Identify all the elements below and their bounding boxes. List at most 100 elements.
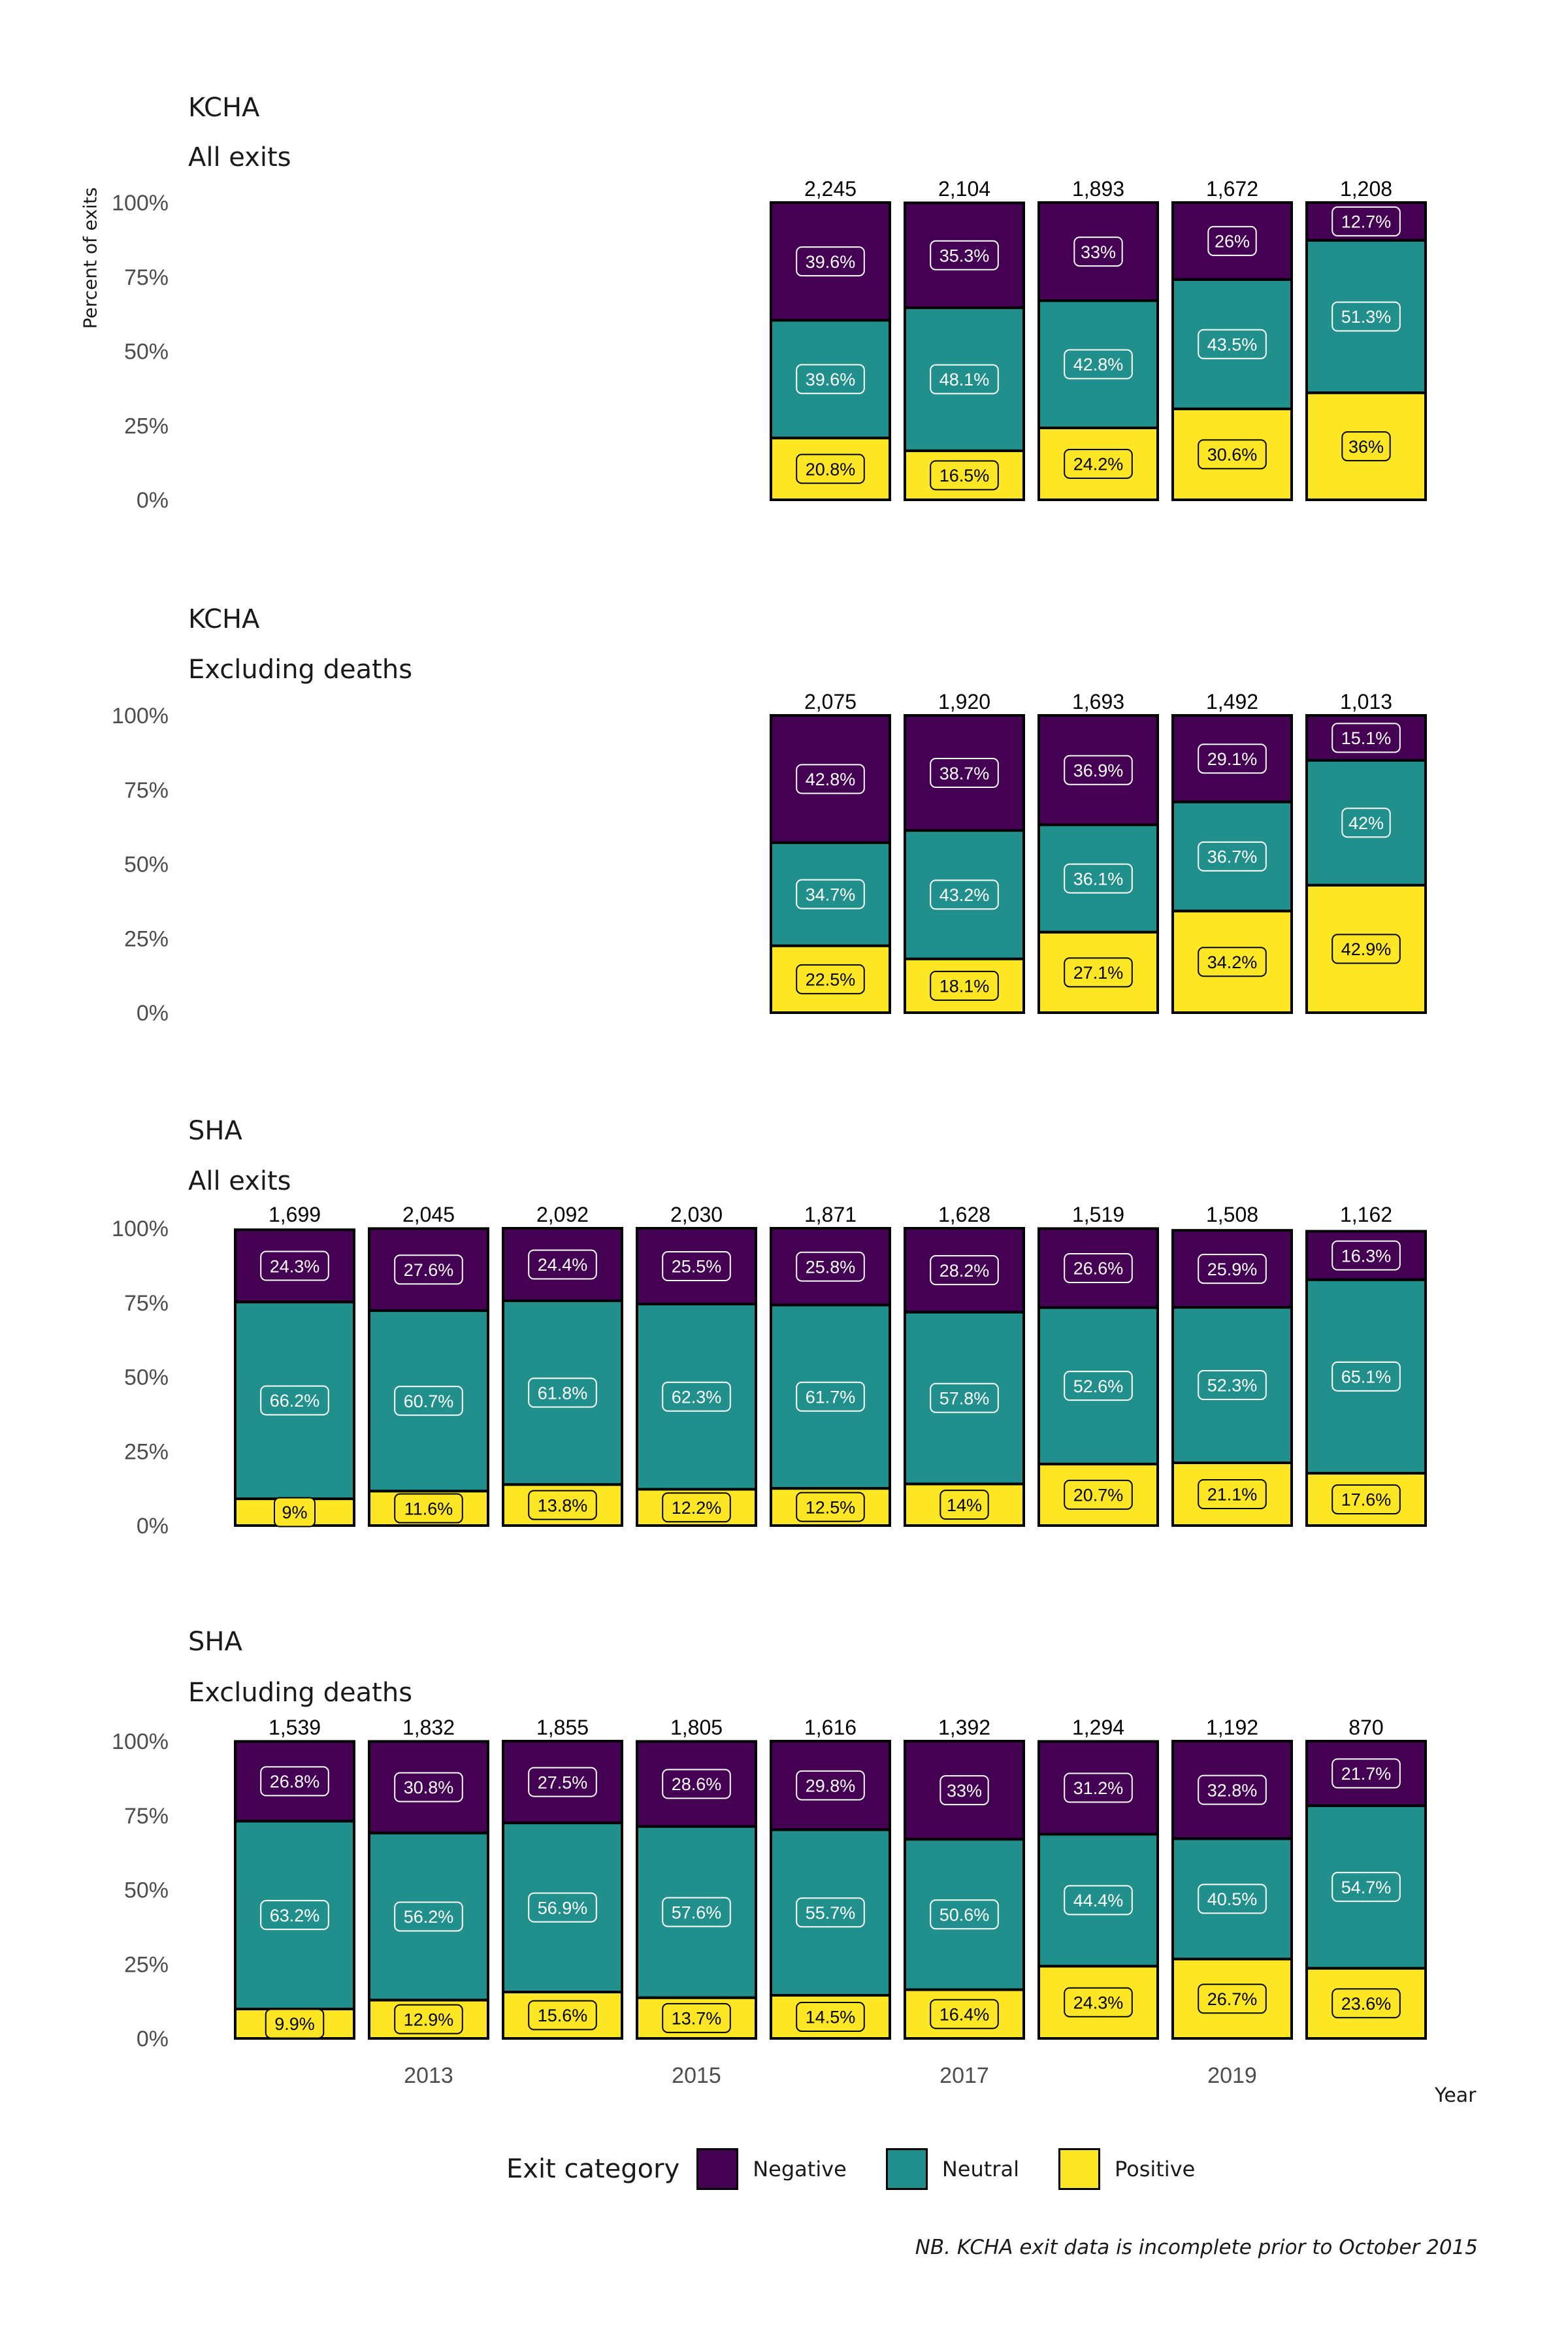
legend-title: Exit category bbox=[506, 2154, 680, 2184]
panel-4-label-2012-positive-box bbox=[265, 2008, 325, 2039]
panel-3-label-2012-positive: 9% bbox=[282, 1503, 307, 1522]
panel-4-label-2014-negative: 27.5% bbox=[538, 1772, 588, 1792]
panel-2-total-2018: 1,693 bbox=[1072, 690, 1124, 713]
panel-3-y-tick-75: 75% bbox=[124, 1291, 169, 1316]
panel-3-y-tick-50: 50% bbox=[124, 1365, 169, 1390]
panel-1-label-2020-positive: 36% bbox=[1348, 437, 1384, 457]
panel-2-label-2017-positive-box bbox=[930, 970, 999, 1001]
panel-3-label-2016-negative-box bbox=[796, 1251, 865, 1282]
panel-4-label-2017-neutral: 50.6% bbox=[939, 1905, 990, 1925]
panel-4-label-2012-neutral-box bbox=[260, 1900, 329, 1931]
x-tick-2015: 2015 bbox=[672, 2063, 721, 2088]
panel-3-label-2015-neutral: 62.3% bbox=[672, 1387, 722, 1407]
panel-3-label-2017-positive: 14% bbox=[947, 1495, 982, 1515]
panel-1-label-2020-positive-box bbox=[1341, 431, 1391, 462]
panel-3-total-2019: 1,508 bbox=[1206, 1203, 1258, 1226]
panel-2-label-2019-negative-box bbox=[1198, 743, 1267, 774]
panel-4-label-2013-negative-box bbox=[394, 1772, 463, 1803]
panel-3-label-2016-positive: 12.5% bbox=[806, 1497, 856, 1517]
panel-3-label-2017-neutral-box bbox=[930, 1382, 999, 1413]
panel-1-title: KCHA bbox=[188, 93, 260, 123]
panel-3-label-2013-neutral: 60.7% bbox=[404, 1392, 454, 1411]
panel-4-label-2013-negative: 30.8% bbox=[404, 1778, 454, 1797]
panel-4-label-2014-positive-box bbox=[528, 2000, 597, 2031]
panel-4-label-2014-neutral-box bbox=[528, 1892, 597, 1923]
panel-1-label-2020-neutral: 51.3% bbox=[1341, 307, 1392, 327]
panel-3-label-2017-neutral: 57.8% bbox=[939, 1389, 990, 1409]
panel-4-label-2012-positive: 9.9% bbox=[274, 2014, 315, 2034]
panel-1-label-2019-neutral: 43.5% bbox=[1207, 335, 1258, 355]
panel-1-label-2018-negative: 33% bbox=[1081, 242, 1116, 262]
panel-2-label-2018-neutral-box bbox=[1064, 863, 1133, 894]
panel-1-total-2016: 2,245 bbox=[804, 177, 857, 201]
panel-4-label-2016-negative-box bbox=[796, 1770, 865, 1801]
panel-3-label-2018-negative: 26.6% bbox=[1073, 1259, 1124, 1279]
panel-2-label-2018-positive: 27.1% bbox=[1073, 963, 1124, 983]
panel-4-label-2015-positive: 13.7% bbox=[672, 2009, 722, 2029]
panel-4-label-2018-positive: 24.3% bbox=[1073, 1993, 1124, 2012]
panel-3-label-2014-neutral: 61.8% bbox=[538, 1383, 588, 1403]
panel-1-y-tick-100: 100% bbox=[112, 191, 169, 216]
panel-3-label-2019-positive: 21.1% bbox=[1207, 1485, 1258, 1505]
panel-3-label-2020-positive: 17.6% bbox=[1341, 1490, 1392, 1510]
panel-2-label-2017-negative: 38.7% bbox=[939, 764, 990, 783]
panel-3-bar-2020-negative bbox=[1305, 1230, 1427, 1281]
panel-2-y-tick-0: 0% bbox=[137, 1001, 169, 1026]
panel-2-label-2020-positive-box bbox=[1331, 934, 1401, 964]
panel-2-label-2018-positive-box bbox=[1064, 957, 1133, 988]
panel-1-label-2020-neutral-box bbox=[1331, 301, 1401, 332]
panel-3-label-2015-positive-box bbox=[662, 1492, 731, 1523]
panel-3-title: SHA bbox=[188, 1116, 242, 1146]
panel-3-label-2014-positive: 13.8% bbox=[538, 1495, 588, 1515]
panel-4-label-2016-neutral-box bbox=[796, 1897, 865, 1928]
panel-3-label-2017-positive-box bbox=[939, 1490, 989, 1520]
panel-3-total-2013: 2,045 bbox=[402, 1203, 455, 1226]
panel-4-label-2015-neutral-box bbox=[662, 1897, 731, 1927]
legend: Exit category Negative Neutral Positive bbox=[506, 2143, 1234, 2195]
panel-4-label-2017-positive-box bbox=[930, 1999, 999, 2029]
panel-3-label-2014-neutral-box bbox=[528, 1377, 597, 1408]
panel-2-label-2016-positive: 22.5% bbox=[806, 970, 856, 990]
panel-1-label-2018-positive: 24.2% bbox=[1073, 455, 1124, 474]
panel-4-label-2015-positive-box bbox=[662, 2002, 731, 2033]
panel-4-total-2012: 1,539 bbox=[269, 1716, 321, 1739]
panel-2-label-2016-neutral: 34.7% bbox=[806, 885, 856, 904]
panel-1-total-2018: 1,893 bbox=[1072, 177, 1124, 201]
panel-4-label-2013-positive-box bbox=[394, 2004, 463, 2034]
panel-4-y-tick-0: 0% bbox=[137, 2027, 169, 2051]
panel-1-label-2017-positive-box bbox=[930, 460, 999, 491]
panel-2-label-2017-negative-box bbox=[930, 758, 999, 789]
panel-4-label-2013-neutral: 56.2% bbox=[404, 1907, 454, 1927]
panel-3-label-2014-negative: 24.4% bbox=[538, 1255, 588, 1275]
panel-4-label-2018-neutral-box bbox=[1064, 1885, 1133, 1916]
panel-1-label-2018-positive-box bbox=[1064, 448, 1133, 479]
panel-1-label-2019-neutral-box bbox=[1198, 329, 1267, 359]
panel-4-total-2013: 1,832 bbox=[402, 1716, 455, 1739]
panel-2-label-2018-negative: 36.9% bbox=[1073, 760, 1124, 780]
panel-4-label-2014-negative-box bbox=[528, 1767, 597, 1797]
panel-4-y-tick-100: 100% bbox=[112, 1729, 169, 1754]
panel-3-label-2019-negative-box bbox=[1198, 1254, 1267, 1284]
panel-4-label-2016-neutral: 55.7% bbox=[806, 1903, 856, 1923]
panel-4-title: SHA bbox=[188, 1627, 242, 1657]
panel-2-label-2016-neutral-box bbox=[796, 879, 865, 909]
panel-1-label-2016-neutral-box bbox=[796, 364, 865, 395]
panel-4-label-2020-positive-box bbox=[1331, 1988, 1401, 2019]
panel-3-label-2018-positive: 20.7% bbox=[1073, 1486, 1124, 1505]
panel-4-label-2019-positive-box bbox=[1198, 1984, 1267, 2014]
panel-2-label-2020-positive: 42.9% bbox=[1341, 939, 1392, 959]
legend-label-positive: Positive bbox=[1114, 2157, 1196, 2181]
panel-1-label-2016-neutral: 39.6% bbox=[806, 370, 856, 389]
panel-1-label-2020-negative: 12.7% bbox=[1341, 212, 1392, 232]
panel-4-label-2018-neutral: 44.4% bbox=[1073, 1891, 1124, 1910]
panel-2-label-2017-neutral-box bbox=[930, 879, 999, 910]
panel-4-label-2019-negative: 32.8% bbox=[1207, 1780, 1258, 1800]
panel-2-label-2019-neutral-box bbox=[1198, 841, 1267, 872]
panel-3-label-2020-negative: 16.3% bbox=[1341, 1246, 1392, 1266]
panel-3-y-tick-100: 100% bbox=[112, 1217, 169, 1241]
panel-4-label-2017-positive: 16.4% bbox=[939, 2004, 990, 2024]
panel-2-label-2017-positive: 18.1% bbox=[939, 977, 990, 996]
panel-1-label-2017-positive: 16.5% bbox=[939, 466, 990, 485]
panel-4-label-2014-neutral: 56.9% bbox=[538, 1898, 588, 1918]
legend-label-neutral: Neutral bbox=[941, 2157, 1019, 2181]
